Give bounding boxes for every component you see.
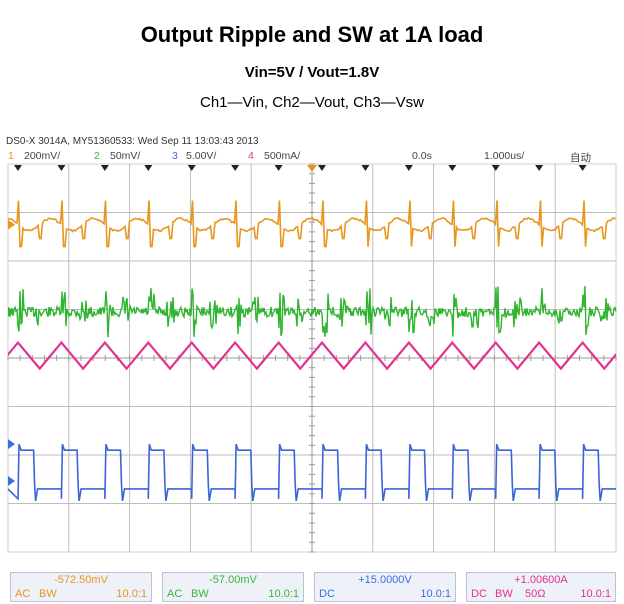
cycle-marker bbox=[274, 165, 283, 171]
cycle-marker bbox=[14, 165, 22, 171]
trigger-mode: 自动 bbox=[570, 152, 591, 164]
ch2-measurement-panel: -57.00mV AC BW 10.0:1 bbox=[162, 572, 304, 602]
ch1-vin-trace bbox=[7, 200, 616, 248]
ch1-number: 1 bbox=[8, 150, 14, 162]
cycle-marker bbox=[361, 165, 370, 171]
time-offset: 0.0s bbox=[412, 150, 432, 162]
ch4-measurement-value: +1.00600A bbox=[514, 574, 568, 586]
ch2-scale: 50mV/ bbox=[110, 150, 141, 162]
ch3-measurement-panel: +15.0000V DC 10.0:1 bbox=[314, 572, 456, 602]
time-scale: 1.000us/ bbox=[484, 150, 525, 162]
ch1-coupling: AC bbox=[15, 588, 31, 600]
chart-title: Output Ripple and SW at 1A load bbox=[140, 22, 484, 47]
waveforms bbox=[7, 200, 617, 502]
ch3-scale: 5.00V/ bbox=[186, 150, 217, 162]
cycle-marker bbox=[491, 165, 500, 171]
ch1-bw: BW bbox=[39, 588, 57, 600]
ch2-number: 2 bbox=[94, 150, 100, 162]
ch2-vout-trace bbox=[7, 285, 617, 338]
ch4-number: 4 bbox=[248, 150, 254, 162]
scope-header: DS0-X 3014A, MY51360533: Wed Sep 11 13:0… bbox=[6, 136, 259, 147]
ch2-measurement-value: -57.00mV bbox=[209, 574, 257, 586]
ch1-measurement-panel: -572.50mV AC BW 10.0:1 bbox=[10, 572, 152, 602]
channel-settings-bar: 1 200mV/ 2 50mV/ 3 5.00V/ 4 500mA/ 0.0s … bbox=[0, 150, 624, 164]
ch3-measurement-value: +15.0000V bbox=[358, 574, 412, 586]
ground-marker bbox=[8, 439, 15, 450]
ch2-coupling: AC bbox=[167, 588, 183, 600]
cycle-marker bbox=[535, 165, 544, 171]
ground-marker bbox=[8, 306, 15, 317]
cycle-marker bbox=[57, 165, 66, 171]
cycle-marker bbox=[187, 165, 196, 171]
cycle-marker bbox=[404, 165, 413, 171]
ch4-bw: BW bbox=[495, 588, 513, 600]
cycle-marker bbox=[144, 165, 153, 171]
ch2-bw: BW bbox=[191, 588, 209, 600]
ch1-scale: 200mV/ bbox=[24, 150, 61, 162]
trigger-position-marker bbox=[307, 165, 317, 172]
ch3-coupling: DC bbox=[319, 588, 335, 600]
ch4-impedance: 50Ω bbox=[525, 588, 546, 600]
ch4-measurement-panel: +1.00600A DC BW 50Ω 10.0:1 bbox=[466, 572, 616, 602]
ground-marker bbox=[8, 219, 15, 230]
ch4-coupling: DC bbox=[471, 588, 487, 600]
cycle-marker bbox=[578, 165, 587, 171]
ch3-vsw-trace bbox=[7, 443, 616, 502]
ch4-current-trace bbox=[8, 340, 616, 371]
ch1-ratio: 10.0:1 bbox=[116, 588, 147, 600]
ground-marker bbox=[8, 475, 15, 486]
ch2-ratio: 10.0:1 bbox=[268, 588, 299, 600]
ch1-measurement-value: -572.50mV bbox=[54, 574, 108, 586]
cycle-marker bbox=[318, 165, 326, 171]
cycle-marker bbox=[231, 165, 240, 171]
time-markers bbox=[14, 165, 587, 172]
channel-markers bbox=[8, 219, 15, 486]
cycle-marker bbox=[100, 165, 109, 171]
chart-caption: Ch1—Vin, Ch2—Vout, Ch3—Vsw bbox=[200, 94, 424, 111]
ch4-scale: 500mA/ bbox=[264, 150, 301, 162]
graticule-grid bbox=[7, 163, 617, 553]
ch3-ratio: 10.0:1 bbox=[420, 588, 451, 600]
ch3-number: 3 bbox=[172, 150, 178, 162]
cycle-marker bbox=[448, 165, 457, 171]
ch4-ratio: 10.0:1 bbox=[580, 588, 611, 600]
chart-subtitle: Vin=5V / Vout=1.8V bbox=[244, 64, 380, 81]
